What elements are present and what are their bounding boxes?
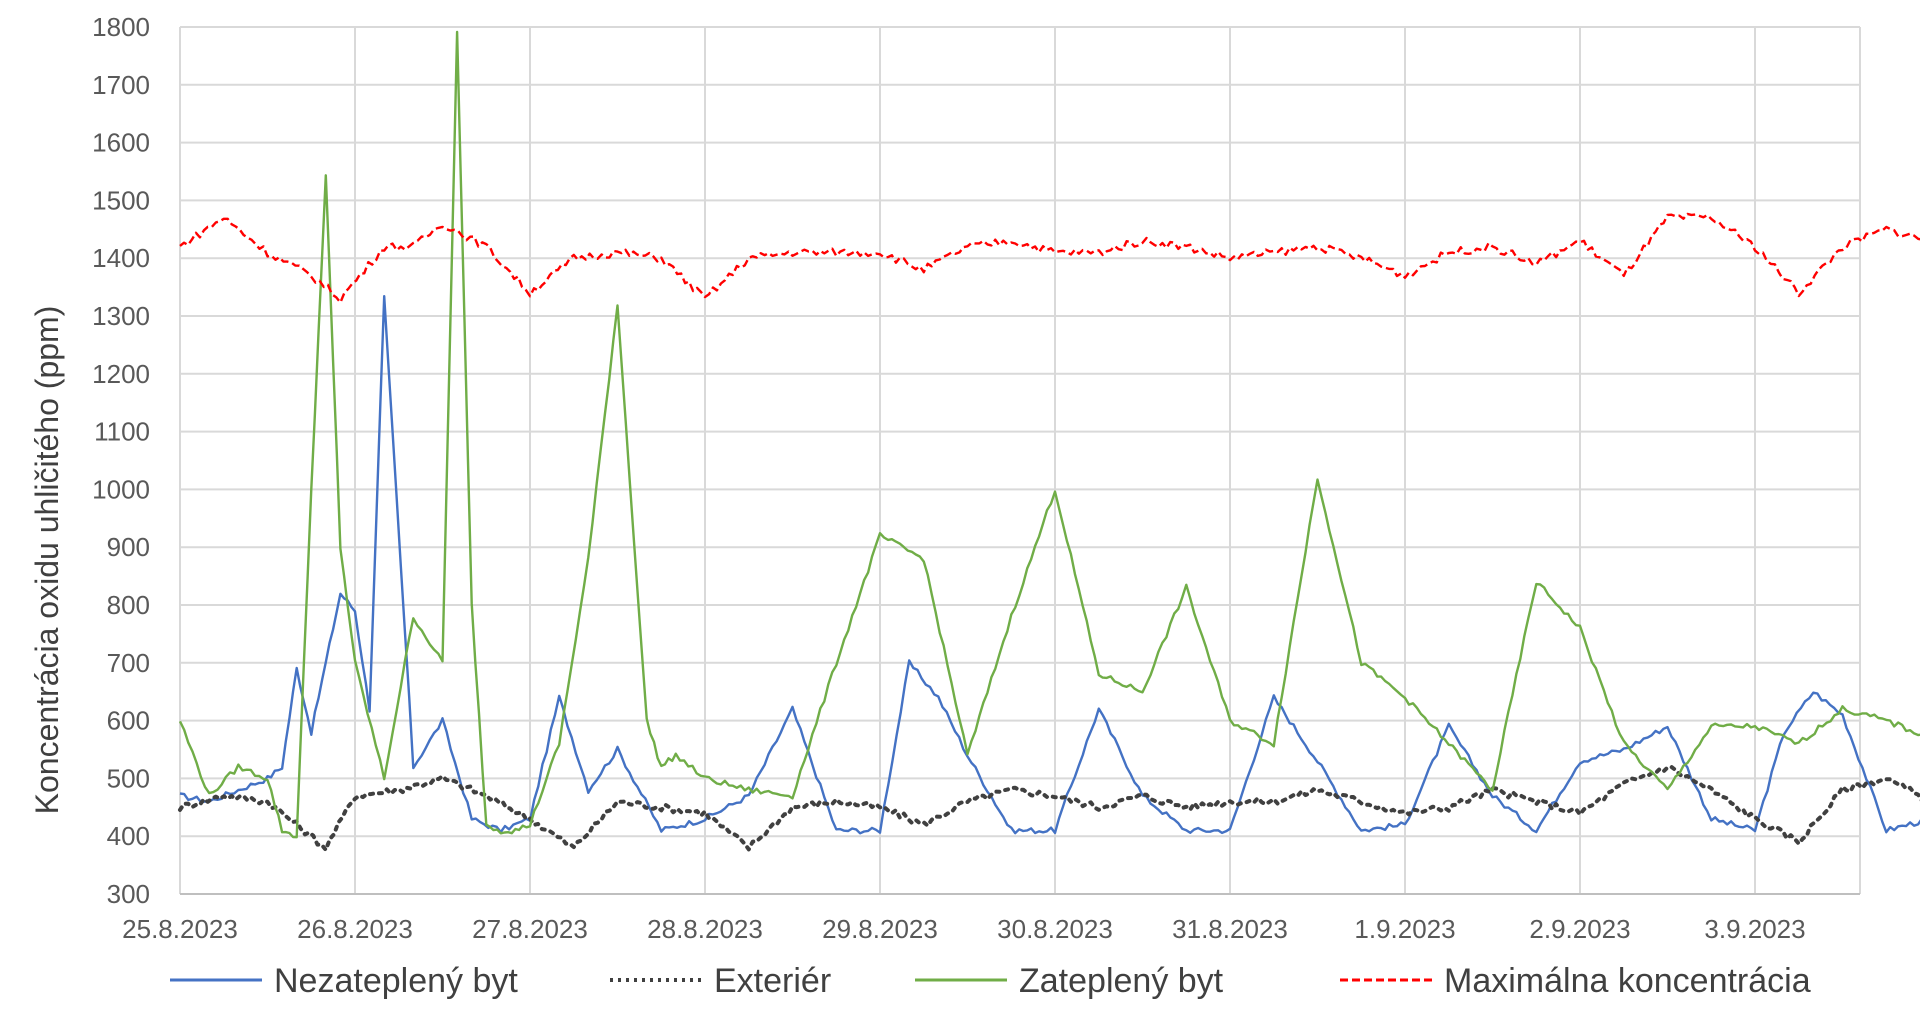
series-line-3 (178, 30, 1920, 839)
legend-label: Nezateplený byt (274, 962, 518, 1000)
y-tick-label: 1200 (92, 359, 150, 389)
y-axis-title: Koncentrácia oxidu uhličitého (ppm) (29, 306, 65, 815)
x-axis: 25.8.2023 26.8.2023 27.8.2023 28.8.2023 29.8… (122, 893, 1860, 944)
x-tick-label: 29.8.2023 (822, 914, 938, 944)
x-tick-label: 25.8.2023 (122, 914, 238, 944)
series-line-1 (179, 295, 1920, 835)
y-axis: 300 400 500 600 700 800 900 1000 1100 1200 1300 140… (92, 12, 150, 909)
y-tick-label: 1800 (92, 12, 150, 42)
x-tick-label: 27.8.2023 (472, 914, 588, 944)
x-tick-label: 2.9.2023 (1529, 914, 1630, 944)
y-tick-label: 800 (107, 590, 150, 620)
series-lines (178, 30, 1920, 852)
y-tick-label: 300 (107, 879, 150, 909)
y-tick-label: 1500 (92, 185, 150, 215)
legend: Nezateplený byt Exteriér Zateplený byt Maxi… (170, 962, 1811, 1000)
y-tick-label: 1300 (92, 301, 150, 331)
x-tick-label: 26.8.2023 (297, 914, 413, 944)
y-tick-label: 1100 (94, 417, 150, 447)
legend-label: Maximálna koncentrácia (1444, 962, 1811, 1000)
legend-label: Exteriér (714, 962, 831, 1000)
y-tick-label: 400 (107, 821, 150, 851)
legend-label: Zateplený byt (1019, 962, 1224, 1000)
series-line-2 (178, 765, 1920, 852)
y-tick-label: 900 (107, 532, 150, 562)
y-tick-label: 1000 (92, 474, 150, 504)
y-tick-label: 1700 (92, 70, 150, 100)
y-tick-label: 700 (107, 648, 150, 678)
y-tick-label: 500 (107, 763, 150, 793)
x-tick-label: 28.8.2023 (647, 914, 763, 944)
x-tick-label: 3.9.2023 (1704, 914, 1805, 944)
grid-lines (179, 26, 1861, 895)
x-tick-label: 31.8.2023 (1172, 914, 1288, 944)
y-tick-label: 600 (107, 706, 150, 736)
x-tick-label: 30.8.2023 (997, 914, 1113, 944)
y-tick-label: 1400 (92, 243, 150, 273)
x-tick-label: 1.9.2023 (1354, 914, 1455, 944)
y-tick-label: 1600 (92, 128, 150, 158)
series-line-4 (179, 212, 1920, 304)
